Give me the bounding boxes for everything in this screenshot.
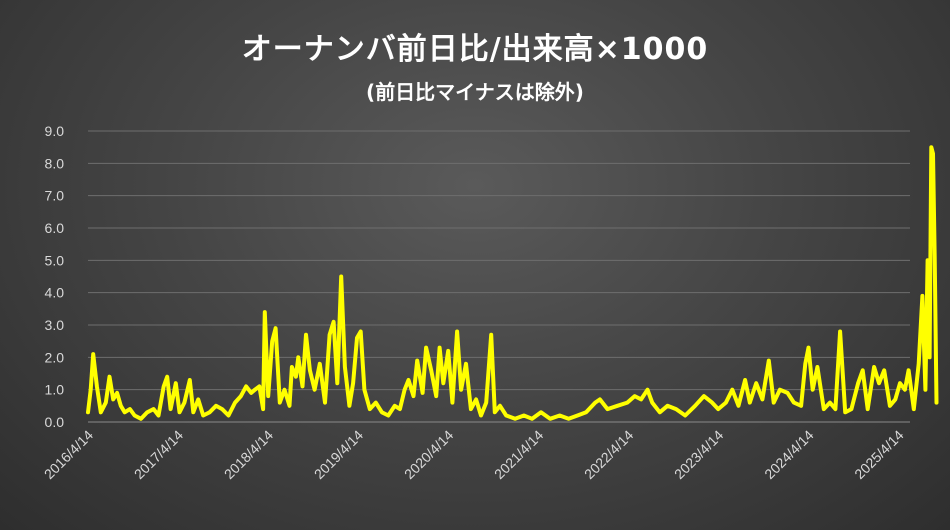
x-tick-label: 2017/4/14 [131,427,187,483]
y-tick-label: 1.0 [45,382,65,398]
y-tick-label: 6.0 [45,220,65,236]
x-tick-label: 2022/4/14 [581,427,637,483]
y-tick-label: 2.0 [45,349,65,365]
y-tick-label: 3.0 [45,317,65,333]
x-tick-label: 2025/4/14 [851,427,907,483]
chart-title: オーナンバ前日比/出来高×1000 [241,32,709,67]
x-tick-label: 2021/4/14 [491,427,547,483]
y-tick-label: 7.0 [45,188,65,204]
chart-subtitle: (前日比マイナスは除外) [366,80,584,104]
series-line [86,145,939,421]
y-tick-label: 4.0 [45,285,65,301]
y-tick-label: 5.0 [45,252,65,268]
x-tick-label: 2024/4/14 [761,427,817,483]
x-tick-label: 2019/4/14 [311,427,367,483]
y-tick-label: 9.0 [45,123,65,139]
x-tick-label: 2023/4/14 [671,427,727,483]
x-tick-label: 2018/4/14 [221,427,277,483]
y-tick-label: 0.0 [45,414,65,430]
y-tick-label: 8.0 [45,155,65,171]
x-tick-label: 2016/4/14 [41,427,97,483]
x-tick-label: 2020/4/14 [401,427,457,483]
